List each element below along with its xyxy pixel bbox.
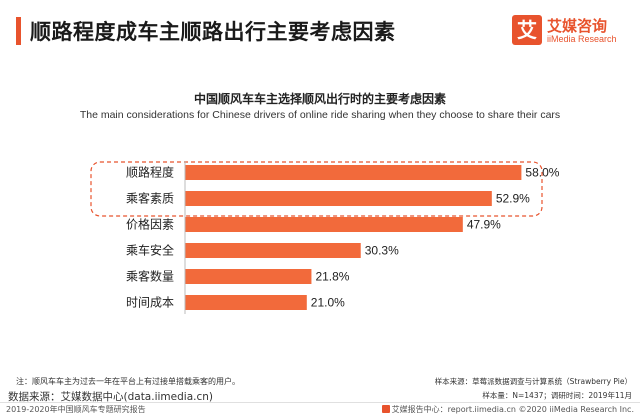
- footer-divider: [0, 402, 640, 403]
- value-label: 58.0%: [525, 166, 559, 180]
- category-label: 乘车安全: [126, 243, 174, 258]
- highlight-box: [90, 161, 543, 217]
- category-label: 乘客素质: [126, 191, 174, 206]
- bar: [185, 295, 307, 310]
- iimedia-logo: 艾 艾媒咨询 iiMedia Research: [512, 14, 626, 48]
- category-label: 顺路程度: [126, 165, 174, 180]
- value-label: 47.9%: [467, 218, 501, 232]
- footnote: 注：顺风车车主为过去一年在平台上有过接单搭载乘客的用户。: [16, 377, 240, 386]
- data-source: 数据来源：艾媒数据中心(data.iimedia.cn): [8, 391, 213, 403]
- logo-mark-icon: 艾: [512, 15, 542, 45]
- chart-subtitle: The main considerations for Chinese driv…: [79, 109, 561, 121]
- logo-text-cn: 艾媒咨询: [547, 17, 608, 35]
- bar: [185, 243, 361, 258]
- bar: [185, 217, 463, 232]
- title-accent-bar: [16, 17, 21, 45]
- report-center-icon: [381, 405, 390, 413]
- sample-source: 样本来源：草莓派数据调查与计算系统（Strawberry Pie）: [434, 377, 632, 386]
- footer-credit-text: 艾媒报告中心：report.iimedia.cn ©2020 iiMedia R…: [391, 405, 634, 414]
- footer-credit: 艾媒报告中心：report.iimedia.cn ©2020 iiMedia R…: [381, 404, 634, 415]
- category-label: 时间成本: [126, 296, 174, 310]
- value-label: 21.0%: [311, 296, 345, 310]
- bar: [185, 191, 492, 206]
- category-label: 价格因素: [126, 217, 174, 232]
- page-title: 顺路程度成车主顺路出行主要考虑因素: [30, 20, 396, 44]
- bar: [185, 165, 522, 180]
- category-label: 乘客数量: [126, 269, 174, 284]
- chart-title: 中国顺风车车主选择顺风出行时的主要考虑因素: [193, 92, 446, 106]
- bar: [185, 269, 312, 284]
- value-label: 52.9%: [496, 192, 530, 206]
- value-label: 30.3%: [365, 244, 399, 258]
- value-label: 21.8%: [315, 270, 349, 284]
- sample-info: 样本量：N=1437；调研时间：2019年11月: [482, 391, 632, 400]
- logo-text-en: iiMedia Research: [547, 34, 617, 44]
- footer-report-title: 2019-2020年中国顺风车专题研究报告: [6, 405, 146, 414]
